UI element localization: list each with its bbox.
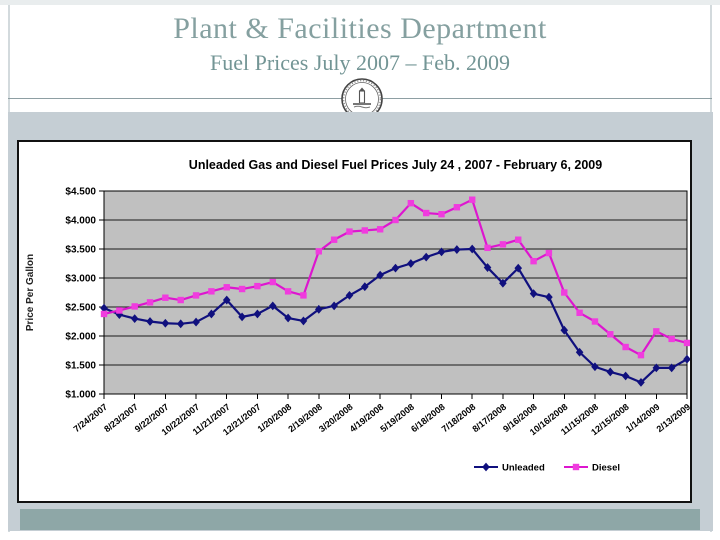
diesel-marker [238,285,246,293]
diesel-marker [376,226,384,233]
unleaded-marker [161,318,170,328]
top-frame-strip [0,0,720,5]
chart-title: Unleaded Gas and Diesel Fuel Prices July… [189,158,602,172]
unleaded-marker [284,313,292,323]
diesel-marker [300,292,307,299]
unleaded-marker [176,319,185,329]
unleaded-marker [545,292,553,302]
slide-subtitle: Fuel Prices July 2007 – Feb. 2009 [209,50,511,75]
diesel-marker [146,299,154,306]
diesel-marker [438,211,445,218]
diesel-marker [622,343,629,351]
unleaded-marker [514,263,523,273]
diesel-marker [177,296,184,304]
diesel-marker [131,303,138,310]
diesel-marker [561,289,568,296]
unleaded-marker [560,325,569,335]
diesel-marker [407,199,415,207]
diesel-marker [315,248,322,255]
unleaded-marker [652,363,661,373]
unleaded-marker [345,291,354,300]
y-tick-label: $4.500 [65,187,96,198]
slide-header: Plant & Facilities Department Fuel Price… [20,12,700,76]
diesel-marker [116,307,123,314]
unleaded-marker [253,309,262,319]
unleaded-marker [529,289,538,299]
diesel-marker [530,257,537,265]
diesel-marker [484,244,491,252]
y-tick-label: $2.500 [65,303,96,314]
x-tick-label: 2/13/2009 [655,402,690,435]
diesel-marker [422,209,430,217]
diesel-marker [515,236,522,243]
slide-title: Plant & Facilities Department [173,12,547,45]
unleaded-marker [130,314,139,323]
diesel-marker [668,335,675,343]
diesel-marker [361,227,369,234]
diesel-marker [637,351,645,359]
unleaded-marker [483,263,492,272]
unleaded-marker [637,378,645,387]
unleaded-marker [238,312,246,322]
diesel-marker [683,339,691,347]
unleaded-marker [100,303,108,313]
diesel-marker [100,310,108,318]
unleaded-marker [575,347,584,357]
unleaded-marker [376,270,384,280]
unleaded-marker [361,282,369,292]
plot-area [104,191,687,394]
y-tick-label: $4.000 [65,216,96,227]
unleaded-marker [207,309,216,319]
fuel-price-chart: Unleaded Gas and Diesel Fuel Prices July… [25,158,692,474]
unleaded-marker [499,278,507,288]
unleaded-marker [437,247,446,257]
bottom-accent-band [20,509,700,530]
diesel-marker [346,228,353,235]
unleaded-marker [391,263,400,273]
legend-label-diesel: Diesel [592,463,620,474]
diesel-marker [192,292,200,299]
plot-border [103,190,688,395]
diesel-marker [453,204,461,211]
unleaded-marker [468,244,477,254]
y-tick-label: $1.500 [65,361,96,372]
diesel-marker [208,288,215,295]
unleaded-marker [453,245,461,254]
y-tick-label: $3.000 [65,274,96,285]
unleaded-marker [222,295,231,305]
diesel-marker [607,331,614,338]
diesel-marker [572,463,580,471]
diesel-marker [162,294,169,301]
unleaded-marker [606,367,615,377]
unleaded-marker [330,301,338,311]
diesel-marker [653,328,660,335]
unleaded-marker [268,301,277,311]
diesel-marker [469,196,476,203]
diesel-marker [576,309,583,316]
chart-card: Unleaded Gas and Diesel Fuel Prices July… [17,140,692,503]
unleaded-marker [621,371,630,381]
diesel-marker [499,241,507,248]
y-tick-label: $1.000 [65,390,96,401]
y-axis-title: Price Per Gallon [25,254,36,331]
legend-label-unleaded: Unleaded [502,463,545,474]
diesel-marker [254,282,261,290]
y-tick-label: $3.500 [65,245,96,256]
diesel-marker [330,236,338,243]
unleaded-marker [683,354,691,364]
unleaded-marker [482,462,490,472]
y-tick-label: $2.000 [65,332,96,343]
diesel-marker [392,216,399,224]
unleaded-marker [667,363,676,373]
diesel-marker [545,249,553,257]
diesel-marker [284,288,292,295]
unleaded-marker [192,317,200,327]
unleaded-marker [591,362,599,372]
diesel-marker [591,318,599,325]
unleaded-marker [314,304,323,314]
diesel-marker [223,284,230,291]
unleaded-marker [299,316,308,326]
diesel-marker [269,278,276,286]
